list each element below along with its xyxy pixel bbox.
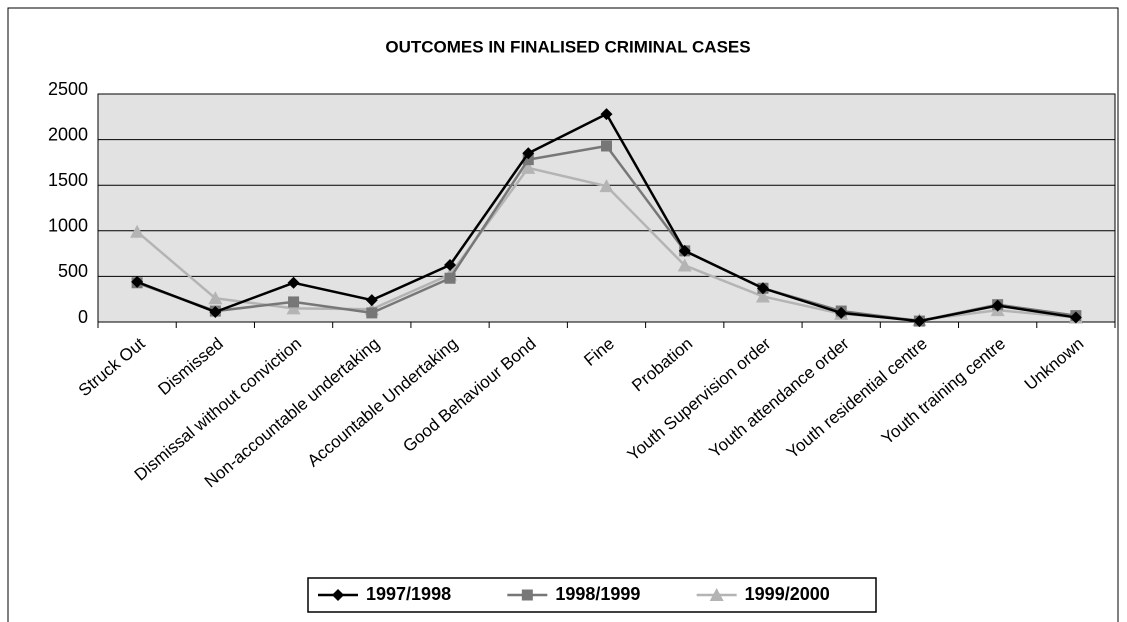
- x-tick-label: Youth residential centre: [783, 334, 931, 462]
- legend-label: 1998/1999: [555, 584, 640, 604]
- marker: [991, 299, 1004, 312]
- chart-border: [7, 7, 1119, 622]
- marker: [835, 306, 848, 319]
- x-tick-label: Youth Supervision order: [624, 334, 775, 465]
- marker: [522, 154, 534, 166]
- chart-title: OUTCOMES IN FINALISED CRIMINAL CASES: [385, 37, 750, 56]
- x-tick-label: Youth attendance order: [706, 334, 853, 462]
- marker: [288, 296, 300, 308]
- x-tick-label: Good Behaviour Bond: [399, 334, 539, 456]
- marker: [130, 224, 145, 238]
- legend-box: [307, 577, 877, 613]
- marker: [522, 147, 535, 160]
- marker: [444, 259, 457, 271]
- y-tick-label: 1500: [48, 170, 88, 190]
- plot-area: [97, 93, 1116, 323]
- x-tick-label: Fine: [580, 334, 618, 370]
- x-tick-label: Accountable Undertaking: [304, 334, 462, 471]
- x-tick-label: Unknown: [1021, 334, 1088, 394]
- legend-label: 1997/1998: [366, 584, 451, 604]
- legend-marker: [709, 588, 724, 601]
- legend-marker: [521, 589, 533, 601]
- marker: [131, 275, 144, 288]
- marker: [208, 291, 223, 305]
- marker: [287, 276, 300, 289]
- x-tick-label: Struck Out: [75, 334, 149, 400]
- x-tick-label: Probation: [628, 334, 696, 395]
- marker: [601, 140, 612, 152]
- marker: [755, 289, 770, 303]
- marker: [1069, 311, 1082, 324]
- marker: [365, 294, 378, 307]
- marker: [599, 179, 614, 193]
- y-tick-label: 1000: [48, 216, 88, 236]
- marker: [756, 282, 769, 295]
- y-tick-label: 0: [78, 307, 88, 327]
- marker: [444, 272, 456, 284]
- marker: [913, 315, 926, 328]
- legend-marker: [332, 589, 344, 601]
- legend-label: 1999/2000: [745, 584, 830, 604]
- y-tick-label: 500: [58, 261, 88, 281]
- marker: [286, 301, 301, 315]
- marker: [600, 108, 613, 121]
- marker: [677, 258, 692, 272]
- marker: [209, 305, 222, 318]
- y-tick-label: 2500: [48, 79, 88, 99]
- y-tick-label: 2000: [48, 124, 88, 144]
- marker: [366, 307, 378, 319]
- marker: [521, 160, 536, 174]
- marker: [678, 244, 691, 257]
- x-tick-label: Dismissed: [155, 334, 227, 399]
